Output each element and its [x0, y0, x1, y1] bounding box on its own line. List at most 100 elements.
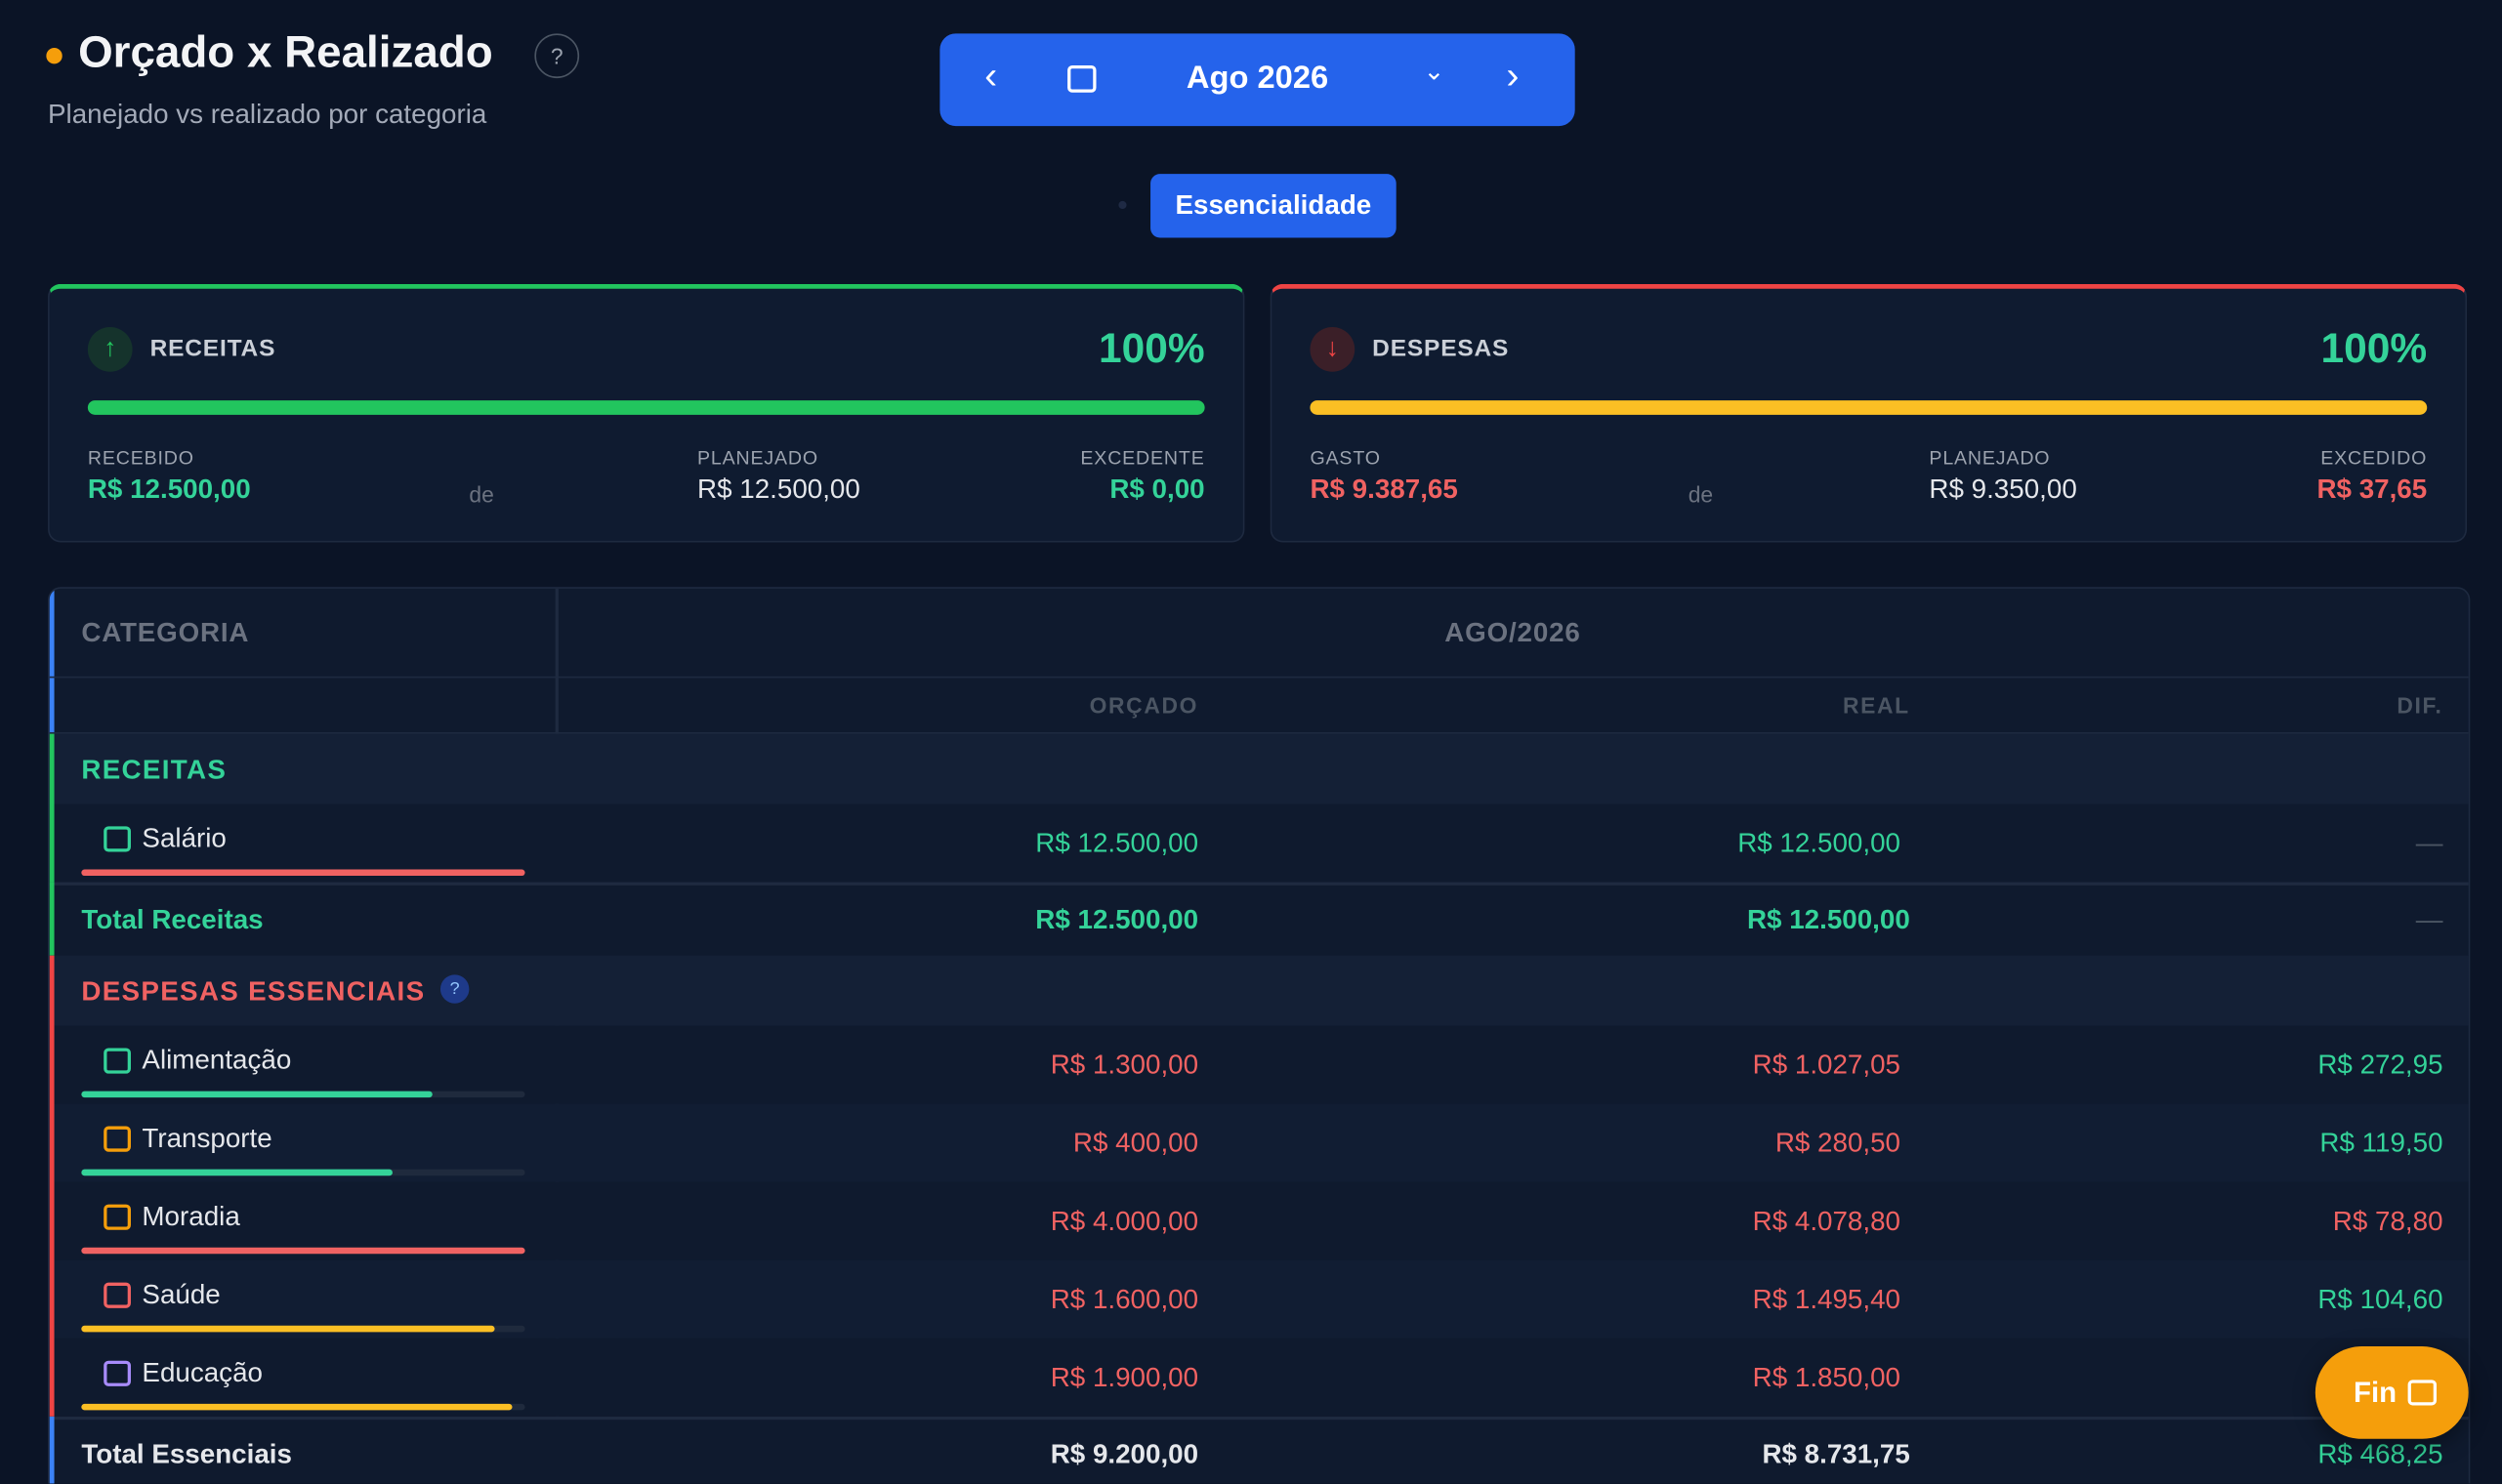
table-row	[49, 1338, 2469, 1417]
chat-icon	[2407, 1380, 2438, 1406]
help-button[interactable]: ?	[439, 974, 470, 1004]
connector: de	[469, 481, 494, 508]
diff-value: —	[2415, 828, 2443, 859]
budget-value: R$ 1.900,00	[1050, 1362, 1199, 1393]
value: R$ 0,00	[1109, 474, 1205, 505]
total-budget: R$ 9.200,00	[1050, 1438, 1199, 1469]
row-accent	[49, 955, 55, 1417]
row-progress-track	[81, 1091, 525, 1098]
column-header: AGO/2026	[1444, 617, 1581, 648]
status-dot	[46, 48, 63, 64]
category-icon	[104, 826, 131, 852]
summary-card: ↑ RECEITAS 100% RECEBIDO R$ 12.500,00 de PLANE…	[48, 283, 1245, 543]
subheader-row	[49, 677, 2469, 734]
table: CATEGORIA AGO/2026 ORÇADO REAL DIF. RECEITAS S…	[48, 587, 2471, 1484]
progress-track	[87, 400, 1205, 415]
real-value: R$ 4.078,80	[1752, 1206, 1901, 1237]
value: R$ 9.387,65	[1310, 474, 1458, 505]
page-title: Orçado x Realizado	[78, 26, 493, 77]
assistant-button[interactable]: Fin	[2314, 1346, 2469, 1439]
diff-value: R$ 272,95	[2317, 1050, 2443, 1081]
category-icon	[104, 1282, 131, 1308]
category-icon	[104, 1204, 131, 1230]
budget-value: R$ 1.600,00	[1050, 1284, 1199, 1315]
table-row	[49, 1181, 2469, 1260]
assistant-label: Fin	[2354, 1377, 2398, 1409]
column-header: CATEGORIA	[81, 617, 250, 648]
label: PLANEJADO	[1929, 446, 2051, 470]
page-subtitle: Planejado vs realizado por categoria	[48, 99, 487, 130]
row-progress-fill	[81, 869, 525, 877]
row-progress-fill	[81, 1169, 393, 1176]
category-name[interactable]: Salário	[142, 823, 227, 854]
card-percent: 100%	[2320, 323, 2428, 372]
category-name[interactable]: Transporte	[142, 1123, 272, 1154]
card-percent: 100%	[1098, 323, 1205, 372]
row-accent	[49, 733, 55, 883]
row-progress-track	[81, 1325, 525, 1333]
column-subheader: REAL	[1842, 692, 1910, 719]
row-accent	[49, 588, 55, 734]
total-diff: —	[2415, 904, 2443, 935]
table-row	[49, 1259, 2469, 1339]
real-value: R$ 1.027,05	[1752, 1050, 1901, 1081]
period-label[interactable]: Ago 2026	[1186, 61, 1329, 97]
row-progress-track	[81, 1403, 525, 1411]
total-real: R$ 12.500,00	[1747, 904, 1910, 935]
total-row	[49, 1416, 2469, 1484]
category-name[interactable]: Saúde	[142, 1279, 221, 1310]
next-button[interactable]: ›	[1506, 54, 1520, 98]
help-button[interactable]: ?	[534, 33, 580, 79]
total-diff: R$ 468,25	[2317, 1438, 2443, 1469]
label: GASTO	[1310, 446, 1381, 470]
total-name: Total Receitas	[81, 904, 264, 935]
real-value: R$ 12.500,00	[1737, 828, 1901, 859]
column-subheader: DIF.	[2397, 692, 2443, 719]
real-value: R$ 1.850,00	[1752, 1362, 1901, 1393]
real-value: R$ 1.495,40	[1752, 1284, 1901, 1315]
calendar-icon	[1067, 64, 1097, 93]
row-progress-fill	[81, 1325, 494, 1333]
total-name: Total Essenciais	[81, 1438, 292, 1469]
label: PLANEJADO	[697, 446, 818, 470]
total-row	[49, 882, 2469, 959]
category-name[interactable]: Alimentação	[142, 1045, 292, 1076]
card-title: RECEITAS	[149, 335, 276, 362]
category-icon	[104, 1360, 131, 1386]
label: EXCEDIDO	[2320, 446, 2428, 470]
row-progress-fill	[81, 1091, 433, 1098]
label: RECEBIDO	[87, 446, 194, 470]
progress-track	[1310, 400, 2428, 415]
section-row	[49, 733, 2469, 804]
row-progress-track	[81, 869, 525, 877]
total-real: R$ 8.731,75	[1762, 1438, 1910, 1469]
row-progress-fill	[81, 1247, 525, 1255]
value: R$ 12.500,00	[697, 474, 860, 505]
filter-dot	[1118, 200, 1127, 210]
card-icon: ↑	[87, 326, 133, 372]
column-subheader: ORÇADO	[1089, 692, 1199, 719]
section-title: RECEITAS	[81, 754, 228, 785]
category-icon	[104, 1126, 131, 1152]
row-accent	[49, 882, 55, 956]
prev-button[interactable]: ‹	[984, 54, 998, 98]
filter-button[interactable]: Essencialidade	[1150, 174, 1397, 238]
row-progress-track	[81, 1169, 525, 1176]
category-icon	[104, 1048, 131, 1074]
dropdown-icon[interactable]: ⌄	[1423, 59, 1445, 87]
budget-value: R$ 1.300,00	[1050, 1050, 1199, 1081]
category-name[interactable]: Educação	[142, 1357, 263, 1388]
header-row	[49, 589, 2469, 679]
category-name[interactable]: Moradia	[142, 1201, 240, 1232]
budget-value: R$ 4.000,00	[1050, 1206, 1199, 1237]
card-title: DESPESAS	[1372, 335, 1510, 362]
table-row	[49, 1025, 2469, 1104]
row-progress-fill	[81, 1403, 512, 1411]
section-title: DESPESAS ESSENCIAIS	[81, 975, 426, 1008]
value: R$ 9.350,00	[1929, 474, 2077, 505]
table-row	[49, 804, 2469, 883]
row-progress-track	[81, 1247, 525, 1255]
table-row	[49, 1103, 2469, 1182]
diff-value: R$ 119,50	[2319, 1128, 2443, 1159]
